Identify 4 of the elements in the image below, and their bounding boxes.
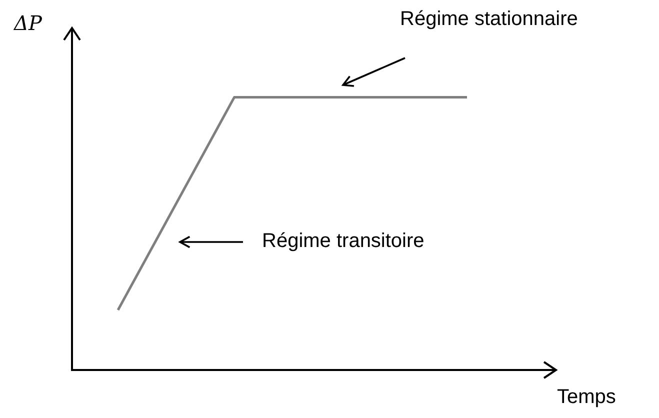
y-axis-title: ΔP — [14, 11, 42, 35]
x-axis-title: Temps — [557, 386, 616, 409]
text: Régime stationnaire — [400, 8, 578, 31]
annotation: Régime transitoire — [262, 230, 424, 253]
